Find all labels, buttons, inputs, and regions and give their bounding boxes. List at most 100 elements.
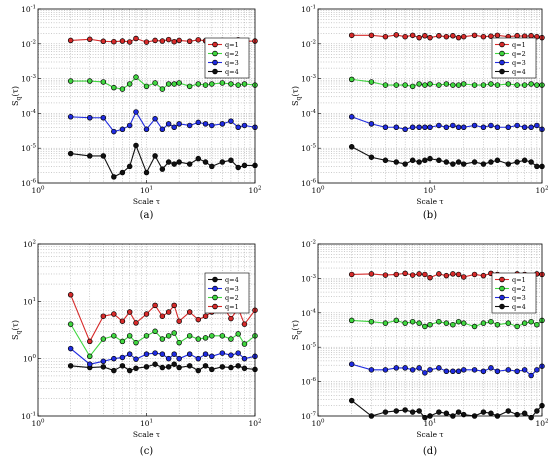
data-point bbox=[186, 83, 193, 90]
data-point bbox=[228, 336, 234, 342]
legend-marker bbox=[212, 41, 218, 48]
data-point bbox=[443, 159, 450, 165]
legend-item-q4: q=4 bbox=[495, 68, 526, 76]
data-point bbox=[119, 169, 126, 176]
data-point bbox=[171, 124, 177, 130]
data-point bbox=[171, 330, 177, 336]
series-line bbox=[70, 76, 256, 90]
data-point bbox=[67, 78, 74, 84]
data-point bbox=[111, 367, 117, 374]
data-point bbox=[534, 321, 540, 328]
data-point bbox=[219, 350, 226, 356]
data-point bbox=[219, 364, 226, 370]
data-point bbox=[528, 159, 534, 165]
data-point bbox=[409, 83, 416, 90]
data-point bbox=[159, 166, 166, 172]
data-point bbox=[416, 365, 422, 371]
chart-panel-a: 10-6 10-5 10-4 10-3 10-2 10-1 100 101 102 Scale τ… bbox=[11, 5, 262, 222]
data-point bbox=[494, 32, 501, 39]
series-q4 bbox=[348, 144, 545, 170]
legend-marker bbox=[212, 68, 218, 75]
data-point bbox=[152, 116, 158, 122]
data-point bbox=[133, 339, 139, 346]
data-point bbox=[126, 39, 133, 45]
data-point bbox=[422, 323, 428, 330]
y-tick-label: 10-1 bbox=[301, 5, 316, 15]
data-point bbox=[176, 364, 182, 371]
data-point bbox=[126, 351, 133, 357]
data-point bbox=[402, 407, 408, 413]
data-point bbox=[195, 119, 202, 126]
data-point bbox=[67, 150, 74, 157]
y-tick-label: 10-2 bbox=[301, 240, 316, 250]
data-point bbox=[100, 364, 107, 370]
data-point bbox=[87, 36, 93, 43]
data-point bbox=[171, 81, 177, 87]
data-point bbox=[409, 124, 416, 130]
data-point bbox=[455, 368, 462, 374]
data-point bbox=[100, 79, 107, 85]
data-point bbox=[202, 313, 209, 319]
y-tick-label: 101 bbox=[23, 297, 36, 307]
y-tick-label: 10-6 bbox=[21, 179, 36, 189]
data-point bbox=[368, 79, 375, 85]
x-tick-label: 101 bbox=[140, 186, 153, 196]
legend-label: q=1 bbox=[225, 303, 239, 311]
data-point bbox=[514, 122, 520, 129]
legend-item-q4: q=4 bbox=[495, 303, 526, 311]
x-axis-label: Scale τ bbox=[133, 430, 160, 439]
legend-marker bbox=[212, 303, 218, 310]
data-point bbox=[450, 368, 456, 374]
data-point bbox=[159, 313, 166, 319]
data-point bbox=[143, 333, 150, 339]
data-point bbox=[143, 126, 150, 133]
data-point bbox=[235, 331, 241, 337]
data-point bbox=[460, 320, 467, 326]
data-point bbox=[119, 38, 126, 44]
data-point bbox=[409, 367, 416, 373]
y-tick-label: 10-3 bbox=[301, 74, 316, 84]
data-point bbox=[195, 37, 202, 43]
x-tick-label: 101 bbox=[140, 419, 153, 429]
data-point bbox=[450, 321, 456, 328]
data-point bbox=[455, 82, 462, 88]
data-point bbox=[427, 274, 433, 281]
data-point bbox=[416, 124, 422, 130]
data-point bbox=[195, 81, 202, 87]
legend-label: q=4 bbox=[512, 68, 526, 76]
data-point bbox=[460, 161, 467, 167]
data-point bbox=[514, 33, 520, 39]
legend-marker bbox=[212, 59, 218, 66]
data-point bbox=[67, 363, 74, 369]
data-point bbox=[368, 271, 375, 277]
data-point bbox=[100, 313, 107, 319]
data-point bbox=[450, 82, 456, 88]
legend-marker bbox=[499, 294, 505, 301]
data-point bbox=[100, 336, 107, 342]
data-point bbox=[165, 121, 172, 127]
legend-label: q=4 bbox=[512, 303, 526, 311]
series-q3 bbox=[348, 114, 545, 133]
data-point bbox=[488, 159, 494, 165]
data-point bbox=[143, 364, 150, 370]
data-point bbox=[402, 82, 408, 88]
legend-marker bbox=[499, 285, 505, 292]
series-line bbox=[70, 143, 255, 178]
data-point bbox=[143, 39, 150, 45]
x-axis-label: Scale τ bbox=[133, 197, 160, 206]
data-point bbox=[382, 409, 389, 415]
data-point bbox=[436, 122, 442, 129]
y-axis-label: Sq(τ) bbox=[11, 320, 23, 340]
data-point bbox=[241, 321, 248, 327]
y-axis-label-arg: (τ) bbox=[291, 86, 300, 97]
data-point bbox=[368, 318, 375, 325]
legend: q=1q=2q=3q=4 bbox=[491, 272, 537, 314]
data-point bbox=[100, 153, 107, 159]
legend-marker bbox=[499, 276, 505, 283]
data-point bbox=[488, 318, 494, 325]
data-point bbox=[409, 409, 416, 415]
data-point bbox=[422, 157, 428, 164]
data-point bbox=[443, 272, 450, 279]
legend-label: q=2 bbox=[225, 50, 239, 58]
data-point bbox=[126, 122, 133, 129]
